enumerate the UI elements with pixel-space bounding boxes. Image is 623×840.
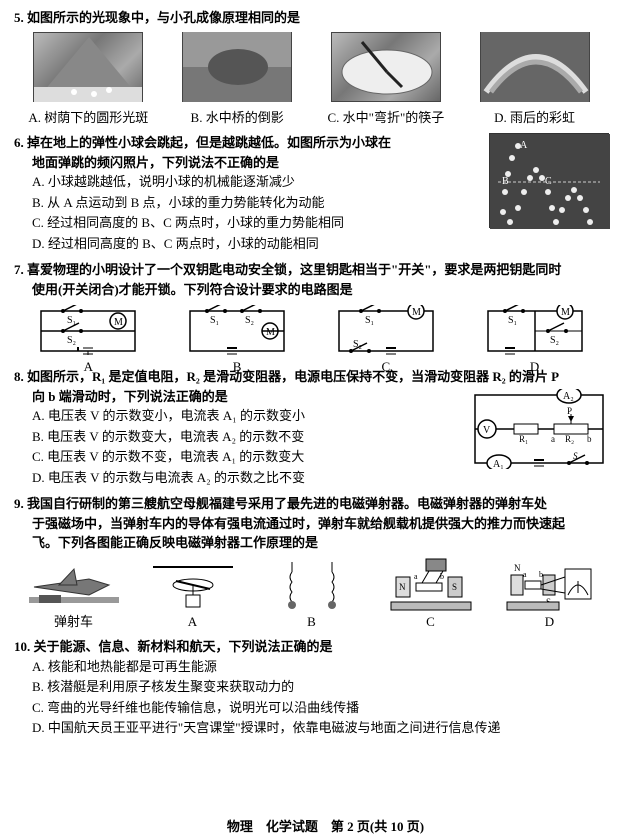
svg-text:S₂: S₂: [245, 315, 254, 326]
q5-textC: C. 水中"弯折"的筷子: [312, 108, 461, 128]
q9-row: 弹射车 A B N S ab C: [14, 557, 609, 632]
q5-imgA-tree-shadow: [33, 32, 143, 102]
q5-imgB-bridge-reflection: [182, 32, 292, 102]
q5-image-row: [14, 32, 609, 104]
q7-circuitB: S₁ S₂ M B: [182, 305, 292, 361]
q9-labelB: B: [262, 612, 362, 632]
svg-text:S₂: S₂: [67, 335, 76, 346]
svg-text:R₂: R₂: [565, 434, 574, 444]
q9-stem3: 飞。下列各图能正确反映电磁弹射器工作原理的是: [14, 533, 609, 553]
q10-optA: A. 核能和地热能都是可再生能源: [32, 657, 609, 677]
q10-stem: 10. 关于能源、信息、新材料和航天，下列说法正确的是: [14, 637, 609, 657]
q9-stem2: 于强磁场中，当弹射车内的导体有强电流通过时，弹射车就给舰载机提供强大的推力而快速…: [14, 514, 609, 534]
svg-text:P: P: [567, 406, 572, 416]
q5-imgC-chopsticks-refraction: [331, 32, 441, 102]
q9-optB: B: [262, 557, 362, 632]
svg-text:N: N: [399, 582, 406, 592]
q9-labelD: D: [500, 612, 600, 632]
q5-opt-D: [460, 32, 609, 104]
q7-stem: 7. 喜爱物理的小明设计了一个双钥匙电动安全锁，这里钥匙相当于"开关"，要求是两…: [14, 260, 609, 280]
q5-textA: A. 树荫下的圆形光斑: [14, 108, 163, 128]
q10-optB: B. 核潜艇是利用原子核发生聚变来获取动力的: [32, 677, 609, 697]
svg-text:S: S: [573, 451, 578, 461]
svg-text:b: b: [539, 570, 543, 579]
q7-circuitC: S₁ M S₂ C: [331, 305, 441, 361]
q8-stem: 8. 如图所示，R₁ 是定值电阻，R₂ 是滑动变阻器，电源电压保持不变，当滑动变…: [14, 367, 609, 387]
svg-text:S: S: [452, 582, 457, 592]
svg-text:R₁: R₁: [519, 434, 528, 444]
svg-text:M: M: [561, 307, 570, 318]
q7-circuitA: S₁ S₂ M A: [33, 305, 143, 361]
q5-opt-C: [312, 32, 461, 104]
question-8: 8. 如图所示，R₁ 是定值电阻，R₂ 是滑动变阻器，电源电压保持不变，当滑动变…: [14, 367, 609, 488]
svg-text:S₂: S₂: [550, 335, 559, 346]
svg-text:S₂: S₂: [353, 339, 362, 350]
svg-text:M: M: [266, 327, 275, 338]
svg-text:S₁: S₁: [508, 315, 517, 326]
q9-imgA-oersted: [148, 557, 238, 612]
q10-optC: C. 弯曲的光导纤维也能传输信息，说明光可以沿曲线传播: [32, 698, 609, 718]
q9-labelC: C: [381, 612, 481, 632]
q6-optD: D. 经过相同高度的 B、C 两点时，小球的动能相同: [32, 234, 609, 254]
svg-text:a: a: [523, 570, 527, 579]
q5-textD: D. 雨后的彩虹: [460, 108, 609, 128]
q9-jet-label: 弹射车: [24, 612, 124, 632]
svg-text:V: V: [483, 425, 491, 436]
q9-optA: A: [143, 557, 243, 632]
q9-optC: N S ab C: [381, 557, 481, 632]
q7-stem2: 使用(开关闭合)才能开锁。下列符合设计要求的电路图是: [14, 280, 609, 300]
q5-imgD-rainbow: [480, 32, 590, 102]
q5-stem: 5. 如图所示的光现象中，与小孔成像原理相同的是: [14, 8, 609, 28]
q5-textB: B. 水中桥的倒影: [163, 108, 312, 128]
svg-text:a: a: [551, 434, 555, 444]
q7-circuitD: S₁ M S₂ D: [480, 305, 590, 361]
svg-text:M: M: [412, 307, 421, 318]
q6-figlabel-A: A: [520, 140, 528, 151]
svg-text:b: b: [587, 434, 592, 444]
svg-text:S₁: S₁: [365, 315, 374, 326]
question-7: 7. 喜爱物理的小明设计了一个双钥匙电动安全锁，这里钥匙相当于"开关"，要求是两…: [14, 260, 609, 361]
svg-text:A₂: A₂: [563, 391, 574, 402]
q9-optD: N S ab D: [500, 557, 600, 632]
svg-text:N: N: [514, 563, 521, 573]
question-6: A B C 6. 掉在地上的弹性小球会跳起，但是越跳越低。如图所示为小球在 地面…: [14, 133, 609, 254]
q5-text-row: A. 树荫下的圆形光斑 B. 水中桥的倒影 C. 水中"弯折"的筷子 D. 雨后…: [14, 108, 609, 128]
svg-text:M: M: [114, 317, 123, 328]
question-9: 9. 我国自行研制的第三艘航空母舰福建号采用了最先进的电磁弹射器。电磁弹射器的弹…: [14, 494, 609, 631]
q9-labelA: A: [143, 612, 243, 632]
page-footer: 物理 化学试题 第 2 页(共 10 页): [14, 817, 623, 837]
q8-figure-circuit: A₂ V R₁ P a R₂ b A₁ S: [469, 389, 609, 469]
q5-opt-A: [14, 32, 163, 104]
q9-jet-image: [29, 557, 119, 612]
q9-stem: 9. 我国自行研制的第三艘航空母舰福建号采用了最先进的电磁弹射器。电磁弹射器的弹…: [14, 494, 609, 514]
q9-imgD-generator: N S ab: [505, 557, 595, 612]
q8-optD: D. 电压表 V 的示数与电流表 A₂ 的示数之比不变: [32, 468, 609, 488]
svg-text:a: a: [414, 572, 418, 581]
q6-figure-bouncing-ball: A B C: [489, 133, 609, 228]
svg-text:S₁: S₁: [210, 315, 219, 326]
q9-imgC-motor: N S ab: [386, 557, 476, 612]
question-10: 10. 关于能源、信息、新材料和航天，下列说法正确的是 A. 核能和地热能都是可…: [14, 637, 609, 738]
q9-jet: 弹射车: [24, 557, 124, 632]
q9-imgB-electrostatic: [267, 557, 357, 612]
q10-optD: D. 中国航天员王亚平进行"天宫课堂"授课时，依靠电磁波与地面之间进行信息传递: [32, 718, 609, 738]
q7-circuit-row: S₁ S₂ M A S₁ S₂ M B: [14, 305, 609, 361]
q5-opt-B: [163, 32, 312, 104]
question-5: 5. 如图所示的光现象中，与小孔成像原理相同的是 A. 树荫下的圆形光斑 B. …: [14, 8, 609, 127]
svg-text:A₁: A₁: [493, 459, 504, 469]
